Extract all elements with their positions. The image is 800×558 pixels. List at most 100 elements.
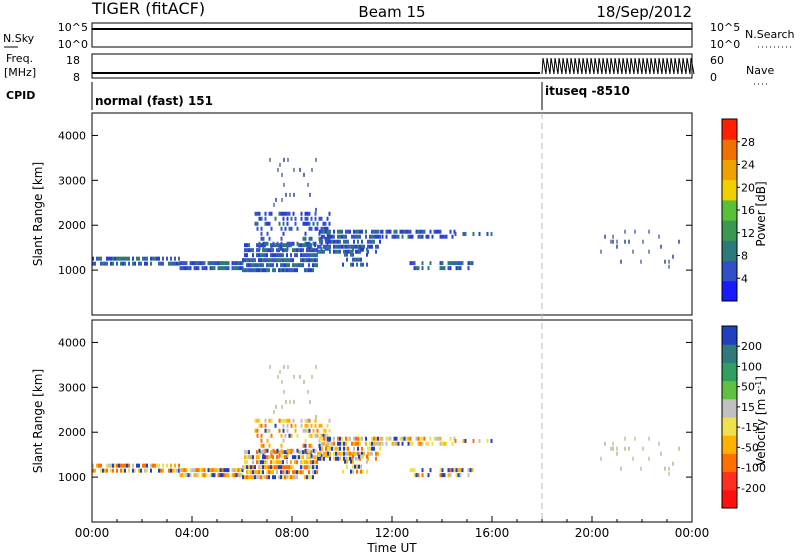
echo-cell (345, 436, 347, 441)
echo-cell (395, 441, 398, 446)
echo-cell (98, 256, 100, 261)
echo-cell (321, 234, 323, 239)
echo-cell (221, 468, 224, 473)
echo-cell (328, 221, 331, 226)
echo-cell (314, 216, 317, 221)
echo-cell (183, 266, 186, 271)
echo-cell (308, 470, 310, 475)
echo-cell (108, 463, 110, 468)
echo-cell (266, 455, 268, 460)
echo-cell (409, 229, 412, 234)
echo-cell (154, 463, 156, 468)
echo-cell (266, 248, 268, 253)
echo-cell (314, 433, 317, 438)
echo-cell (333, 239, 335, 244)
echo-cell (288, 226, 291, 231)
echo-cell (304, 460, 306, 465)
echo-cell (233, 266, 236, 271)
echo-cell (459, 468, 462, 473)
echo-cell (92, 261, 94, 266)
echo-cell (286, 470, 288, 475)
echo-cell (357, 441, 359, 446)
echo-cell (237, 468, 240, 473)
echo-cell (486, 438, 489, 443)
echo-cell (360, 262, 362, 267)
echo-cell (189, 261, 192, 266)
echo-cell (351, 249, 353, 254)
echo-cell (260, 258, 262, 263)
colorbar-tick-label: 100 (741, 360, 762, 373)
echo-cell (310, 253, 312, 258)
echo-cell (231, 266, 234, 271)
echo-cell (326, 438, 329, 443)
echo-cell (296, 470, 298, 475)
echo-cell (373, 239, 375, 244)
echo-cell (284, 211, 287, 216)
echo-cell (156, 256, 158, 261)
ytick-label: 1000 (58, 471, 86, 484)
echo-cell (304, 241, 307, 246)
echo-cell (355, 436, 357, 441)
echo-cell (403, 436, 406, 441)
echo-cell (272, 470, 274, 475)
echo-cell (672, 254, 674, 259)
echo-cell (246, 465, 248, 470)
echo-cell (215, 468, 218, 473)
echo-cell (306, 428, 309, 433)
echo-cell (307, 389, 309, 394)
echo-cell (361, 244, 363, 249)
echo-cell (312, 248, 314, 253)
echo-cell (292, 455, 294, 460)
echo-cell (264, 465, 266, 470)
echo-cell (268, 211, 271, 216)
echo-cell (421, 473, 424, 478)
echo-cell (461, 468, 464, 473)
echo-cell (395, 436, 398, 441)
echo-cell (327, 446, 329, 451)
echo-cell (441, 261, 444, 266)
echo-cell (429, 261, 432, 266)
colorbar-tick-label: 12 (741, 227, 755, 240)
echo-cell (457, 473, 460, 478)
echo-cell (327, 234, 329, 239)
echo-cell (353, 451, 355, 456)
echo-cell (447, 473, 450, 478)
echo-cell (172, 261, 174, 266)
echo-cell (358, 247, 360, 252)
echo-cell (333, 436, 335, 441)
echo-cell (486, 231, 489, 236)
echo-cell (221, 473, 224, 478)
echo-cell (278, 211, 281, 216)
echo-cell (369, 239, 371, 244)
echo-cell (326, 241, 329, 246)
echo-cell (352, 262, 354, 267)
echo-cell (150, 463, 152, 468)
echo-cell (354, 464, 356, 469)
echo-cell (116, 256, 118, 261)
echo-cell (250, 263, 252, 268)
echo-cell (349, 249, 351, 254)
echo-cell (389, 436, 392, 441)
echo-cell (264, 241, 267, 246)
echo-cell (306, 241, 309, 246)
echo-cell (134, 468, 136, 473)
echo-cell (264, 211, 267, 216)
echo-cell (411, 441, 414, 446)
echo-cell (375, 234, 377, 239)
echo-cell (415, 229, 418, 234)
echo-cell (266, 465, 268, 470)
echo-cell (326, 443, 329, 448)
echo-cell (421, 266, 424, 271)
echo-cell (266, 268, 268, 273)
echo-cell (321, 436, 323, 441)
echo-cell (403, 229, 406, 234)
colorbar-segment (722, 417, 737, 436)
echo-cell (366, 459, 368, 464)
echo-cell (306, 258, 308, 263)
echo-cell (385, 234, 388, 239)
echo-cell (379, 446, 381, 451)
echo-cell (244, 465, 246, 470)
echo-cell (278, 453, 281, 458)
echo-cell (260, 475, 262, 480)
echo-cell (252, 460, 254, 465)
